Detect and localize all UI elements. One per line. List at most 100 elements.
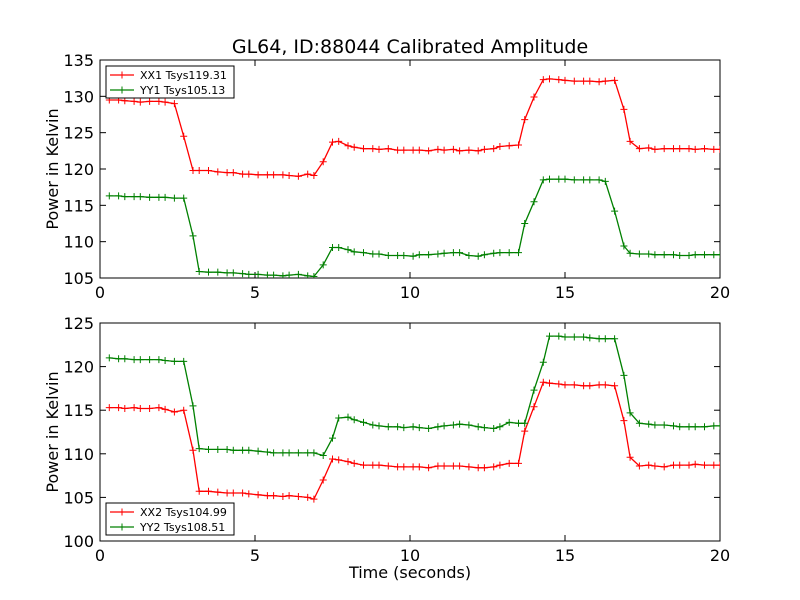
- data-point: [294, 172, 302, 180]
- data-point: [496, 142, 504, 150]
- data-point: [425, 425, 433, 433]
- top-plot: 0 5 10 15 20 105 110 115 120 125 130 135 Power in Ke…: [43, 51, 730, 302]
- data-point: [115, 404, 123, 412]
- y-tick-label: 105: [63, 269, 94, 288]
- data-point: [626, 409, 634, 417]
- data-point: [440, 422, 448, 430]
- series-yy1: [105, 175, 720, 278]
- data-point: [394, 463, 402, 471]
- data-point: [710, 251, 718, 259]
- data-point: [294, 449, 302, 457]
- data-point: [570, 77, 578, 85]
- data-point: [546, 175, 553, 183]
- data-point: [515, 249, 522, 257]
- data-point: [490, 145, 498, 153]
- legend-label: XX1 Tsys119.31: [140, 69, 227, 82]
- data-point: [521, 220, 529, 227]
- data-point: [670, 461, 677, 469]
- data-point: [515, 141, 522, 149]
- data-point: [660, 145, 668, 153]
- data-point: [611, 76, 619, 84]
- data-point: [465, 146, 473, 154]
- data-point: [394, 146, 402, 154]
- data-point: [701, 145, 708, 153]
- data-point: [626, 137, 634, 145]
- data-point: [161, 356, 169, 364]
- data-point: [263, 448, 271, 456]
- data-point: [601, 381, 609, 389]
- data-point: [440, 146, 448, 154]
- data-point: [496, 423, 504, 431]
- data-point: [415, 146, 423, 154]
- x-tick-label: 20: [710, 283, 730, 302]
- data-point: [146, 404, 154, 412]
- data-point: [136, 356, 144, 364]
- data-point: [645, 250, 653, 258]
- data-point: [146, 193, 154, 201]
- legend: XX2 Tsys104.99 YY2 Tsys108.51: [105, 502, 235, 536]
- data-point: [561, 333, 569, 341]
- data-point: [239, 489, 247, 497]
- y-axis-title: Power in Kelvin: [43, 108, 62, 229]
- data-point: [521, 116, 529, 124]
- data-point: [449, 145, 457, 153]
- data-point: [254, 447, 262, 455]
- data-point: [480, 251, 488, 259]
- data-point: [304, 272, 312, 278]
- data-point: [561, 175, 569, 183]
- data-point: [239, 270, 247, 278]
- data-point: [645, 461, 653, 469]
- data-point: [685, 251, 693, 259]
- data-point: [136, 98, 144, 106]
- series-line: [109, 178, 720, 278]
- data-point: [691, 145, 699, 153]
- data-point: [155, 193, 163, 201]
- data-point: [189, 402, 197, 410]
- data-point: [136, 404, 144, 412]
- data-point: [130, 356, 138, 364]
- data-point: [449, 462, 457, 470]
- data-point: [626, 453, 634, 461]
- y-tick-label: 125: [63, 124, 94, 143]
- data-point: [375, 422, 383, 430]
- data-point: [449, 249, 457, 257]
- data-point: [626, 249, 634, 257]
- data-point: [409, 252, 417, 260]
- data-point: [555, 175, 563, 183]
- data-point: [670, 422, 677, 430]
- x-tick-label: 10: [400, 546, 420, 565]
- data-point: [205, 445, 212, 453]
- data-point: [561, 76, 569, 84]
- data-point: [369, 250, 377, 258]
- data-point: [456, 249, 464, 257]
- data-point: [530, 93, 538, 101]
- data-point: [329, 455, 336, 463]
- x-tick-label: 15: [555, 546, 575, 565]
- data-point: [130, 193, 138, 201]
- data-point: [205, 268, 212, 276]
- legend-label: XX2 Tsys104.99: [140, 506, 227, 519]
- data-point: [546, 379, 553, 387]
- data-point: [546, 75, 553, 83]
- data-point: [121, 355, 129, 363]
- data-point: [121, 193, 129, 201]
- data-point: [121, 404, 129, 412]
- data-point: [180, 357, 188, 365]
- data-point: [635, 419, 643, 427]
- data-point: [229, 269, 237, 277]
- data-point: [620, 105, 628, 113]
- data-point: [155, 97, 163, 105]
- data-point: [546, 332, 553, 340]
- series-xx2: [105, 378, 720, 503]
- data-point: [170, 194, 178, 202]
- data-point: [319, 261, 327, 269]
- data-point: [214, 168, 222, 176]
- data-point: [539, 378, 547, 386]
- data-point: [676, 423, 684, 431]
- data-point: [285, 271, 293, 278]
- data-point: [170, 100, 178, 108]
- data-point: [456, 420, 464, 428]
- data-point: [310, 449, 318, 457]
- data-point: [474, 464, 482, 472]
